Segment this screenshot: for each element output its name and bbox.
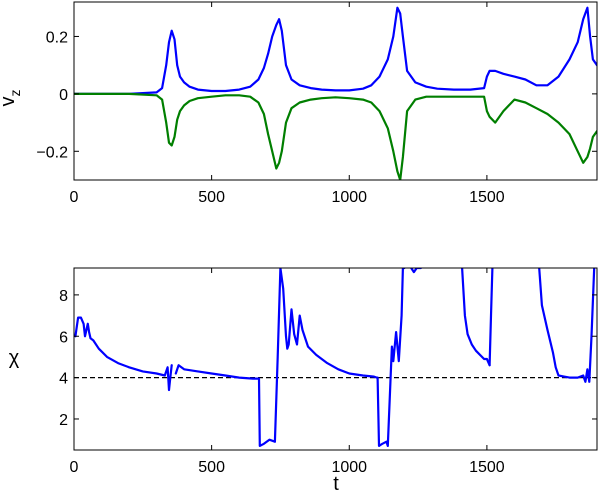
vz-series-group	[74, 6, 597, 180]
vz-y-tick-label: 0	[59, 87, 68, 104]
vz-x-tick-label: 500	[198, 189, 225, 206]
chi-x-tick-label: 1000	[331, 459, 367, 476]
vz-x-tick-label: 1000	[331, 189, 367, 206]
bottom-x-axis-title: t	[333, 473, 339, 494]
chi-y-tick-label: 6	[59, 329, 68, 346]
vz-axes-frame	[73, 1, 598, 181]
vz-y-tick-label: −0.2	[36, 144, 68, 161]
top-y-axis-title: vz	[0, 90, 23, 107]
top-y-axis-title-subscript: z	[7, 90, 23, 97]
chi-series-0-line-5	[461, 268, 491, 367]
chi-series-0-line-0	[74, 316, 173, 392]
chi-x-tick-label: 1500	[469, 459, 505, 476]
chi-y-tick-label: 8	[59, 288, 68, 305]
chi-y-tick-label: 2	[59, 412, 68, 429]
chi-axes-frame	[73, 267, 598, 451]
chi-series-0-line-6	[488, 268, 494, 367]
vz-x-tick-label: 0	[70, 189, 79, 206]
bottom-y-axis-title: χ	[9, 347, 20, 369]
vz-panel: 0 500 1000 1500 −0.2 0 0.2	[36, 1, 598, 206]
vz-series-0-line-0	[74, 6, 597, 96]
chi-series-0-line-3	[376, 268, 406, 447]
chi-series-0-line-4	[410, 268, 422, 274]
chi-y-tick-label: 4	[59, 371, 68, 388]
vz-x-tick-label: 1500	[469, 189, 505, 206]
chi-series-0-line-1	[174, 364, 260, 380]
chi-x-tick-label: 500	[198, 459, 225, 476]
vz-y-tick-label: 0.2	[46, 29, 68, 46]
chi-panel: 0 500 1000 1500 2 4 6 8	[59, 267, 598, 476]
chi-x-tick-label: 0	[70, 459, 79, 476]
chi-series-group	[74, 268, 596, 447]
chi-series-0-line-2	[257, 268, 378, 447]
vz-series-1-line-0	[74, 92, 597, 180]
chi-series-0-line-7	[538, 268, 596, 383]
